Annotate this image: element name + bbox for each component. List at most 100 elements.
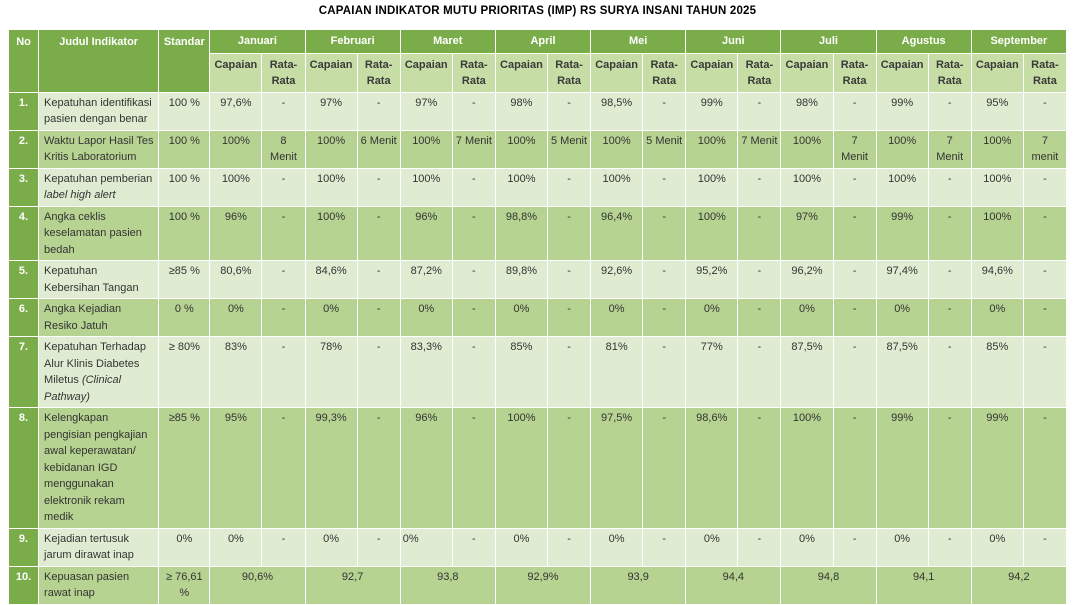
value-cell: - [356, 407, 401, 529]
value-cell: 0% [685, 527, 739, 567]
value-cell: 100% [590, 129, 644, 169]
indicator-name-cell: Kepatuhan pemberian label high alert [38, 167, 160, 207]
value-cell: - [261, 527, 306, 567]
value-cell: 0% [590, 298, 644, 337]
table-row: 6. Angka Kejadian Resiko Jatuh 0 % 0% -0% -0%… [7, 298, 1068, 337]
value-cell: 99% [875, 91, 929, 131]
table-row: 4. Angka ceklis keselamatan pasien bedah 1… [7, 205, 1068, 261]
value-cell: 100% [399, 129, 453, 169]
value-cell: - [927, 260, 972, 299]
value-cell: - [737, 91, 782, 131]
subheader-rata-rata: Rata- Rata [1022, 52, 1068, 93]
table-row: 3. Kepatuhan pemberian label high alert 10… [7, 167, 1068, 207]
value-cell: 100% [304, 205, 358, 261]
row-number-cell: 2. [7, 129, 40, 169]
value-cell: - [832, 205, 877, 261]
row-number-cell: 4. [7, 205, 40, 261]
value-cell: - [261, 91, 306, 131]
value-cell: 100% [304, 129, 358, 169]
value-cell: - [451, 205, 496, 261]
subheader-capaian: Capaian [875, 52, 929, 93]
value-cell: 7 Menit [927, 129, 972, 169]
value-cell: 100% [494, 167, 548, 207]
value-cell: 100% [209, 129, 263, 169]
value-cell: 99% [685, 91, 739, 131]
col-header-no: No [7, 29, 40, 93]
row-number-cell: 6. [7, 298, 40, 337]
value-cell: - [261, 167, 306, 207]
standard-cell: ≥85 % [158, 407, 211, 529]
value-cell: 8 Menit [261, 129, 306, 169]
value-cell: 92,9% [494, 565, 592, 605]
value-cell: 5 Menit [546, 129, 592, 169]
value-cell: 100% [970, 205, 1024, 261]
value-cell: 96% [209, 205, 263, 261]
value-cell: - [451, 260, 496, 299]
value-cell: 100% [685, 167, 739, 207]
value-cell: 7 Menit [737, 129, 782, 169]
value-cell: 95% [970, 91, 1024, 131]
value-cell: - [356, 205, 401, 261]
value-cell: 0% [970, 298, 1024, 337]
indicator-name-cell: Kelengkapan pengisian pengkajian awal ke… [38, 407, 160, 529]
subheader-rata-rata: Rata- Rata [927, 52, 972, 93]
table-row: 5. Kepatuhan Kebersihan Tangan ≥85 % 80,6% -… [7, 260, 1068, 299]
value-cell: - [356, 167, 401, 207]
subheader-rata-rata: Rata- Rata [546, 52, 592, 93]
value-cell: - [1022, 91, 1068, 131]
value-cell: 78% [304, 336, 358, 408]
value-cell: 87,5% [875, 336, 929, 408]
value-cell: - [927, 91, 972, 131]
value-cell: 0% [304, 527, 358, 567]
value-cell: 90,6% [209, 565, 306, 605]
value-cell: - [546, 260, 592, 299]
value-cell: 99% [875, 407, 929, 529]
value-cell: 97,4% [875, 260, 929, 299]
value-cell: 100% [780, 129, 834, 169]
value-cell: - [1022, 407, 1068, 529]
value-cell: 99% [970, 407, 1024, 529]
standard-cell: 100 % [158, 167, 211, 207]
subheader-capaian: Capaian [399, 52, 453, 93]
value-cell: 0% [209, 298, 263, 337]
value-cell: 0% [494, 298, 548, 337]
value-cell: 100% [970, 129, 1024, 169]
indicator-name-cell: Angka ceklis keselamatan pasien bedah [38, 205, 160, 261]
value-cell: - [642, 407, 687, 529]
indicator-name-cell: Kepatuhan Terhadap Alur Klinis Diabetes … [38, 336, 160, 408]
value-cell: - [451, 336, 496, 408]
table-row: 8. Kelengkapan pengisian pengkajian awal … [7, 407, 1068, 529]
subheader-rata-rata: Rata- Rata [737, 52, 782, 93]
value-cell: 94,8 [780, 565, 877, 605]
value-cell: 7 menit [1022, 129, 1068, 169]
header-row-months: No Judul Indikator Standar Januari Februari M… [7, 29, 1068, 93]
value-cell: 100% [875, 167, 929, 207]
value-cell: 0% [590, 527, 644, 567]
value-cell: - [1022, 527, 1068, 567]
indicator-name-cell: Kepatuhan Kebersihan Tangan [38, 260, 160, 299]
value-cell: - [546, 336, 592, 408]
value-cell: - [737, 167, 782, 207]
subheader-capaian: Capaian [685, 52, 739, 93]
value-cell: 7 Menit [451, 129, 496, 169]
value-cell: - [451, 527, 496, 567]
subheader-capaian: Capaian [970, 52, 1024, 93]
value-cell: 6 Menit [356, 129, 401, 169]
value-cell: - [1022, 167, 1068, 207]
value-cell: 97% [399, 91, 453, 131]
value-cell: - [927, 407, 972, 529]
subheader-rata-rata: Rata- Rata [261, 52, 306, 93]
row-number-cell: 9. [7, 527, 40, 567]
table-row: 7. Kepatuhan Terhadap Alur Klinis Diabete… [7, 336, 1068, 408]
value-cell: - [832, 527, 877, 567]
value-cell: - [927, 205, 972, 261]
value-cell: 97,5% [590, 407, 644, 529]
value-cell: 7 Menit [832, 129, 877, 169]
value-cell: 100% [494, 407, 548, 529]
row-number-cell: 5. [7, 260, 40, 299]
indicator-name-cell: Angka Kejadian Resiko Jatuh [38, 298, 160, 337]
value-cell: 97% [780, 205, 834, 261]
subheader-capaian: Capaian [209, 52, 263, 93]
value-cell: 100% [780, 167, 834, 207]
subheader-capaian: Capaian [780, 52, 834, 93]
